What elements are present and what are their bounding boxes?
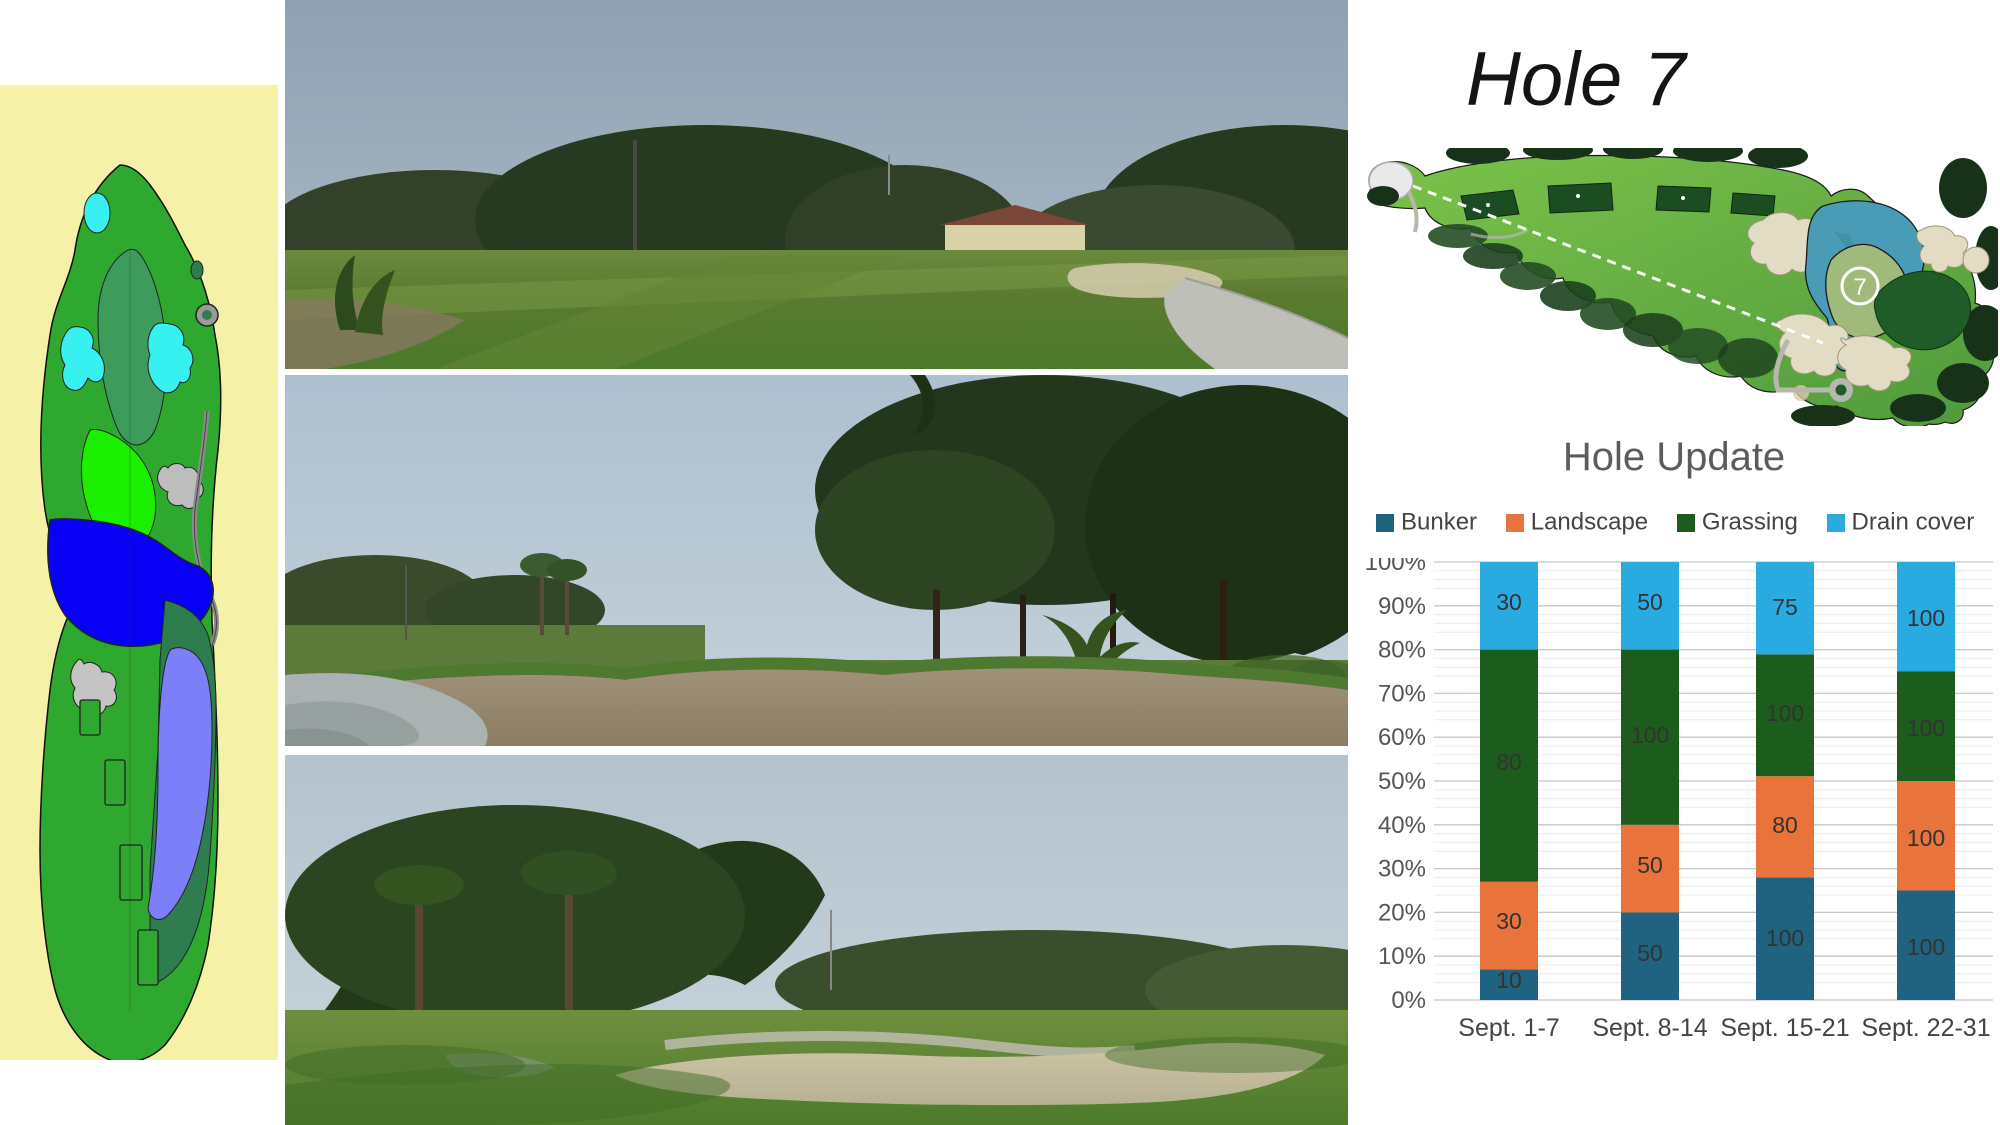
svg-text:Sept. 22-31: Sept. 22-31 bbox=[1861, 1014, 1990, 1042]
svg-text:80%: 80% bbox=[1378, 637, 1426, 664]
svg-text:20%: 20% bbox=[1378, 899, 1426, 926]
svg-text:100%: 100% bbox=[1365, 558, 1426, 576]
svg-text:100: 100 bbox=[1907, 825, 1945, 851]
svg-text:50: 50 bbox=[1637, 940, 1663, 966]
svg-text:7: 7 bbox=[1853, 274, 1866, 301]
svg-text:90%: 90% bbox=[1378, 593, 1426, 620]
svg-text:60%: 60% bbox=[1378, 724, 1426, 751]
svg-text:80: 80 bbox=[1496, 749, 1522, 775]
svg-text:Sept. 15-21: Sept. 15-21 bbox=[1720, 1014, 1849, 1042]
svg-text:40%: 40% bbox=[1378, 812, 1426, 839]
svg-text:100: 100 bbox=[1631, 722, 1669, 748]
svg-text:80: 80 bbox=[1772, 812, 1798, 838]
svg-text:50%: 50% bbox=[1378, 768, 1426, 795]
svg-text:75: 75 bbox=[1772, 594, 1798, 620]
svg-text:0%: 0% bbox=[1391, 987, 1426, 1014]
svg-text:100: 100 bbox=[1907, 605, 1945, 631]
svg-text:70%: 70% bbox=[1378, 680, 1426, 707]
svg-text:100: 100 bbox=[1766, 925, 1804, 951]
svg-text:10: 10 bbox=[1496, 967, 1522, 993]
svg-text:30%: 30% bbox=[1378, 856, 1426, 883]
svg-text:100: 100 bbox=[1907, 934, 1945, 960]
svg-text:100: 100 bbox=[1907, 715, 1945, 741]
svg-text:100: 100 bbox=[1766, 700, 1804, 726]
svg-text:Sept. 1-7: Sept. 1-7 bbox=[1458, 1014, 1559, 1042]
svg-text:30: 30 bbox=[1496, 908, 1522, 934]
svg-text:10%: 10% bbox=[1378, 943, 1426, 970]
svg-text:50: 50 bbox=[1637, 589, 1663, 615]
svg-text:Sept. 8-14: Sept. 8-14 bbox=[1592, 1014, 1707, 1042]
svg-text:50: 50 bbox=[1637, 852, 1663, 878]
svg-text:30: 30 bbox=[1496, 589, 1522, 615]
